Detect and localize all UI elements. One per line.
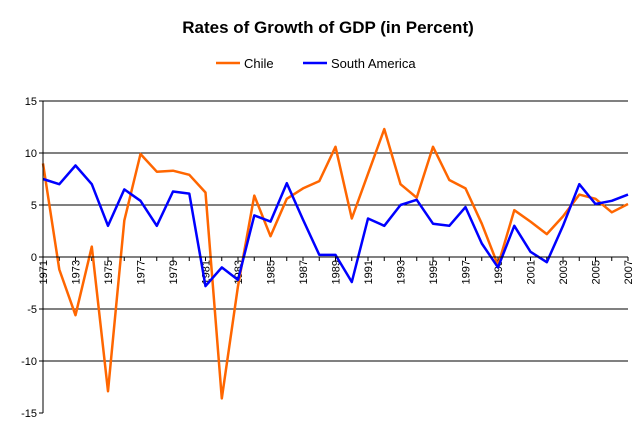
x-tick-label: 1993 [396, 260, 408, 284]
y-tick-label: 5 [31, 200, 37, 212]
y-tick-label: 15 [25, 96, 37, 108]
x-tick-label: 1979 [168, 260, 180, 284]
x-tick-label: 1977 [136, 260, 148, 284]
legend: Chile South America [216, 56, 416, 71]
x-axis-ticks: 1971 1973 1975 1977 1979 1981 1983 1985 1987 1989… [38, 257, 635, 284]
y-axis-ticks: -15 -10 -5 0 5 10 15 [21, 96, 43, 420]
x-tick-label: 1985 [266, 260, 278, 284]
y-tick-label: -5 [27, 304, 37, 316]
x-tick-label: 1997 [461, 260, 473, 284]
y-tick-label: 0 [31, 252, 37, 264]
x-tick-label: 2007 [623, 260, 635, 284]
x-tick-label: 1973 [71, 260, 83, 284]
y-tick-label: -15 [21, 408, 37, 420]
x-tick-label: 1989 [331, 260, 343, 284]
y-tick-label: 10 [25, 148, 37, 160]
series-line-chile [41, 127, 629, 400]
gridlines [43, 100, 628, 362]
x-tick-label: 1975 [103, 260, 115, 284]
chart-title: Rates of Growth of GDP (in Percent) [182, 18, 474, 37]
x-tick-label: 1971 [38, 260, 50, 284]
x-tick-label: 1991 [363, 260, 375, 284]
x-tick-label: 2001 [526, 260, 538, 284]
x-tick-label: 2005 [591, 260, 603, 284]
x-tick-label: 1995 [428, 260, 440, 284]
legend-label-chile: Chile [244, 56, 274, 71]
legend-label-south-america: South America [331, 56, 416, 71]
x-tick-label: 2003 [558, 260, 570, 284]
x-tick-label: 1987 [298, 260, 310, 284]
series-lines [41, 127, 629, 400]
y-tick-label: -10 [21, 356, 37, 368]
series-line-south-america [42, 164, 629, 288]
